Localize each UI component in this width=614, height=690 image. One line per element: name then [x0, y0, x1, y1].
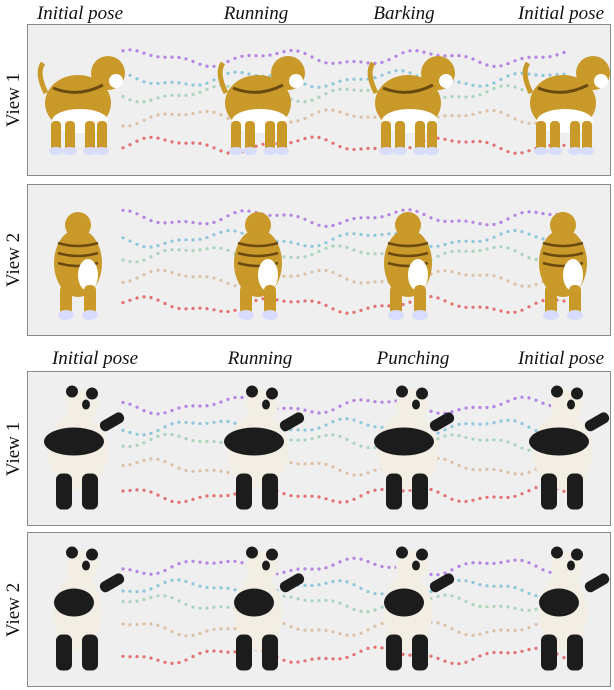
pose-label-running-2: Running	[227, 348, 293, 369]
view-label-dog-2: View 2	[3, 232, 25, 288]
dog-view-1-panel	[27, 24, 611, 176]
panda-figures	[54, 546, 610, 671]
pose-label-initial-2: Initial pose	[517, 3, 605, 24]
pose-label-punching: Punching	[376, 348, 450, 369]
pose-label-initial-4: Initial pose	[517, 348, 605, 369]
view-label-panda-1: View 1	[3, 421, 25, 476]
trajectory-dots	[121, 208, 566, 315]
pose-label-running: Running	[223, 3, 289, 24]
panda-view-1-panel	[27, 371, 611, 526]
pose-label-barking: Barking	[373, 3, 435, 24]
panda-view-2-panel	[27, 532, 611, 687]
view-label-panda-2: View 2	[3, 582, 25, 637]
pose-label-initial-1: Initial pose	[36, 3, 124, 24]
dog-figures	[37, 56, 610, 155]
dog-view-2-panel	[27, 184, 611, 336]
view-label-dog-1: View 1	[3, 72, 25, 128]
pose-label-initial-3: Initial pose	[51, 348, 139, 369]
dog-figures	[54, 212, 587, 320]
panda-figures	[44, 385, 610, 510]
